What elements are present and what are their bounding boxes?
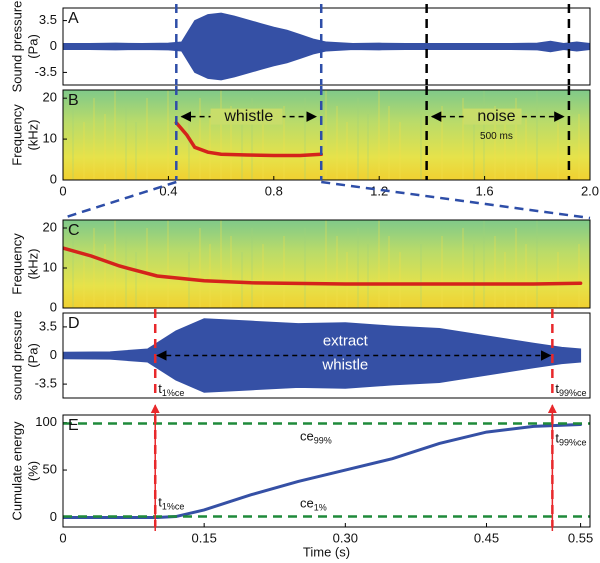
y-axis-label: Sound pressure [9,1,24,93]
y-axis-label: Frequency [9,233,24,295]
plot-frame [62,414,591,528]
y-tick-label: 0 [50,509,57,524]
threshold-label-sub: 99% [314,436,332,446]
annotation: whistle [321,356,368,373]
x-tick-label: 0.55 [568,530,593,545]
annotation: extract [323,332,369,349]
threshold-label-main: ce [300,496,314,511]
panel-label: E [68,417,79,434]
y-axis-label: (kHz) [25,119,40,150]
y-tick-label: 10 [43,131,57,146]
y-tick-label: 3.5 [39,318,57,333]
annotation: 500 ms [480,131,513,142]
y-axis-label: (Pa) [25,343,40,368]
label-bg [463,108,522,125]
plot-frame [62,219,591,309]
annotation: whistle [223,108,273,125]
plot-frame [62,89,591,181]
panel-label: D [68,315,80,332]
y-axis-label: Frequency [9,104,24,166]
threshold-label: ce99% [300,429,332,446]
y-tick-label: 0 [50,171,57,186]
marker-label-main: t [158,495,162,510]
y-axis-label: Cumulate energy [9,421,24,520]
marker-label-main: t [555,431,559,446]
x-tick-label: 0.45 [474,530,499,545]
plot-frame [62,7,591,86]
x-axis-label: Time (s) [303,544,350,559]
y-axis-label: sound pressure [9,311,24,401]
marker-label-main: t [555,381,559,396]
x-tick-label: 0 [59,183,66,198]
x-tick-label: 0.15 [192,530,217,545]
panel-label: C [68,222,80,239]
whistle-contour [174,120,323,158]
x-tick-label: 0 [59,530,66,545]
annotation: noise [477,108,515,125]
x-tick-label: 0.30 [333,530,358,545]
y-tick-label: 3.5 [39,12,57,27]
panel-label: B [68,92,79,109]
y-tick-label: -3.5 [35,64,57,79]
label-bg [210,108,283,125]
marker-label: t1%ce [158,495,184,512]
marker-label-sub: 99%ce [559,438,587,448]
zoom-line [321,180,591,220]
x-tick-label: 2.0 [581,183,599,198]
threshold-label-main: ce [300,429,314,444]
x-tick-label: 0.8 [265,183,283,198]
y-tick-label: 0 [50,38,57,53]
marker-label: t1%ce [158,381,184,398]
marker-label-sub: 99%ce [559,388,587,398]
y-axis-label: (Pa) [25,34,40,59]
marker-label-main: t [158,381,162,396]
y-tick-label: 50 [43,461,57,476]
zoom-line [62,180,177,220]
y-tick-label: 20 [43,219,57,234]
marker-label: t99%ce [555,431,586,448]
y-tick-label: 10 [43,259,57,274]
y-tick-label: -3.5 [35,376,57,391]
y-axis-label: (%) [25,461,40,481]
panel-label: A [68,10,79,27]
x-tick-label: 0.4 [159,183,177,198]
threshold-label-sub: 1% [314,503,327,513]
marker-label-sub: 1%ce [162,502,185,512]
y-tick-label: 0 [50,299,57,314]
whistle-contour [63,246,583,286]
y-tick-label: 20 [43,90,57,105]
waveform [63,12,590,81]
threshold-label: ce1% [300,496,327,513]
y-tick-label: 0 [50,347,57,362]
x-tick-label: 1.6 [476,183,494,198]
marker-label: t99%ce [555,381,586,398]
plot-frame [62,312,591,399]
y-tick-label: 100 [35,414,57,429]
marker-label-sub: 1%ce [162,388,185,398]
x-tick-label: 1.2 [370,183,388,198]
y-axis-label: (kHz) [25,248,40,279]
